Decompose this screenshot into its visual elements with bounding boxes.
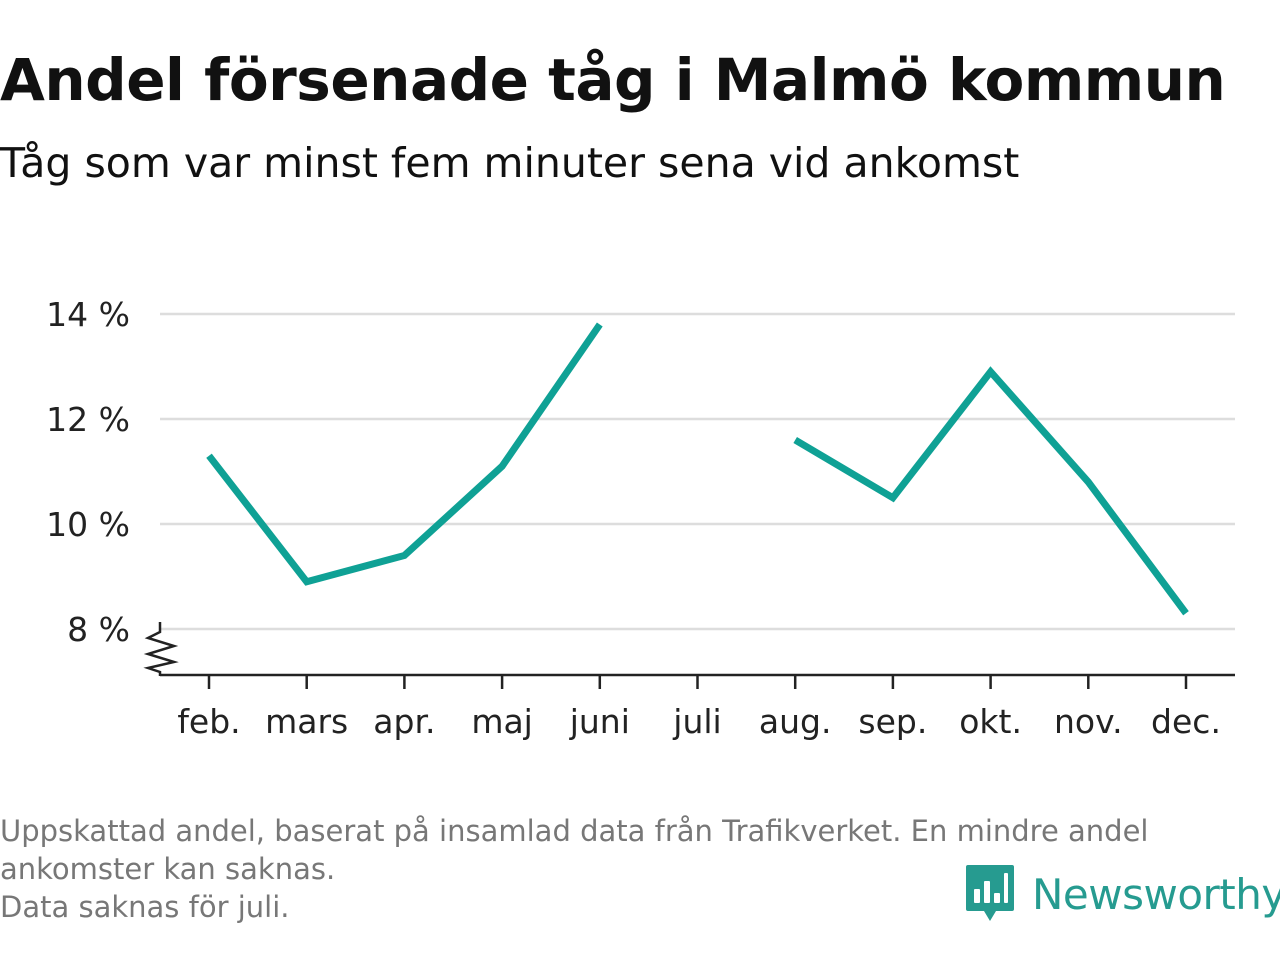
- x-tick-label: juli: [672, 702, 721, 741]
- newsworthy-bar-chart-icon: [966, 865, 1014, 921]
- brand-name: Newsworthy: [1032, 869, 1280, 919]
- series-line-segment: [206, 322, 603, 586]
- chart-subtitle: Tåg som var minst fem minuter sena vid a…: [0, 139, 1020, 187]
- x-tick-label: feb.: [177, 702, 240, 741]
- x-tick-label: nov.: [1054, 702, 1123, 741]
- y-tick-label: 12 %: [46, 400, 130, 439]
- y-tick-label: 8 %: [67, 610, 130, 649]
- y-tick-label: 14 %: [46, 295, 130, 334]
- x-tick-label: mars: [265, 702, 348, 741]
- chart-title: Andel försenade tåg i Malmö kommun: [0, 46, 1226, 114]
- gridlines: [160, 312, 1235, 631]
- line-chart: 8 % 10 % 12 % 14 % feb. mars apr. maj juni juli a…: [46, 295, 1235, 741]
- x-axis-tick-labels: feb. mars apr. maj juni juli aug. sep. okt. nov. d…: [177, 702, 1221, 741]
- footnote-line: ankomster kan saknas.: [0, 852, 336, 886]
- x-tick-label: okt.: [959, 702, 1022, 741]
- y-tick-label: 10 %: [46, 505, 130, 544]
- series-line-segment: [793, 366, 1189, 616]
- footnote-line: Uppskattad andel, baserat på insamlad da…: [0, 814, 1149, 848]
- axis-break-marker: [143, 622, 179, 676]
- x-axis: [143, 622, 1235, 689]
- x-tick-label: dec.: [1151, 702, 1221, 741]
- footnote-line: Data saknas för juli.: [0, 890, 290, 924]
- footnote: Uppskattad andel, baserat på insamlad da…: [0, 812, 1270, 926]
- x-tick-label: sep.: [858, 702, 927, 741]
- y-axis-tick-labels: 8 % 10 % 12 % 14 %: [46, 295, 130, 649]
- newsworthy-logo: Newsworthy: [964, 862, 1280, 926]
- x-tick-label: aug.: [759, 702, 832, 741]
- x-tick-label: juni: [569, 702, 630, 741]
- x-tick-label: apr.: [373, 702, 435, 741]
- series-lines: [206, 322, 1189, 616]
- x-tick-label: maj: [471, 702, 533, 741]
